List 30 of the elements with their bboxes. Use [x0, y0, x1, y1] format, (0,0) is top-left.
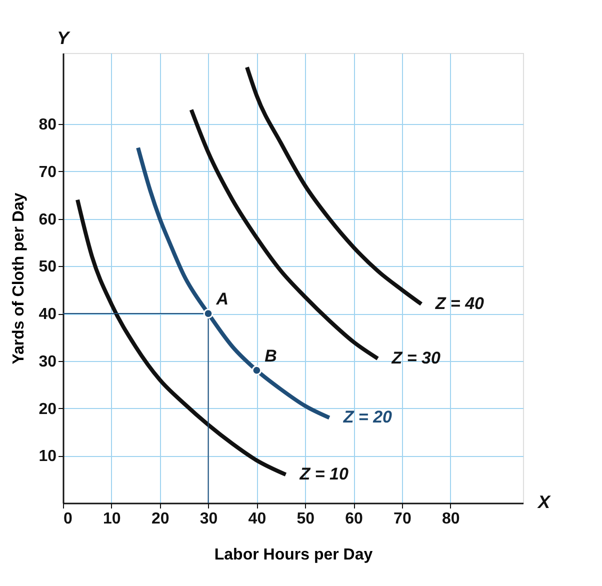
y-tick-label: 40 [38, 306, 57, 324]
text: Y [56, 28, 71, 48]
y-tick-label: 70 [38, 164, 57, 181]
x-tick-label: 20 [151, 510, 170, 528]
x-tick-label: 10 [103, 510, 121, 528]
x-tick-label: 60 [345, 510, 364, 528]
x-tick-label: 70 [394, 510, 412, 528]
series-label: Z = 20 [342, 408, 393, 427]
annotation: B [264, 346, 277, 366]
y-tick-label: 30 [38, 353, 57, 370]
line-series [76, 198, 288, 477]
series-label: Z = 30 [390, 348, 441, 368]
annotation: A [215, 290, 229, 309]
text: X [537, 492, 551, 512]
y-tick-label: 50 [38, 258, 57, 276]
x-tick-label: 0 [64, 510, 72, 528]
series-label: Z = 40 [434, 294, 485, 314]
y-axis-title: Yards of Cloth per Day [10, 192, 28, 364]
y-tick-label: 10 [38, 448, 57, 466]
line-series [245, 65, 424, 306]
x-tick-label: 30 [200, 510, 218, 528]
y-tick-label: 60 [38, 211, 57, 228]
x-axis-title: Labor Hours per Day [214, 546, 373, 564]
x-tick-label: 80 [442, 510, 460, 528]
line-series [189, 108, 380, 361]
x-tick-label: 50 [296, 510, 315, 528]
series-label: Z = 10 [298, 464, 349, 484]
x-tick-label: 40 [248, 510, 266, 528]
y-tick-label: 80 [38, 116, 57, 134]
y-tick-label: 20 [38, 400, 57, 418]
